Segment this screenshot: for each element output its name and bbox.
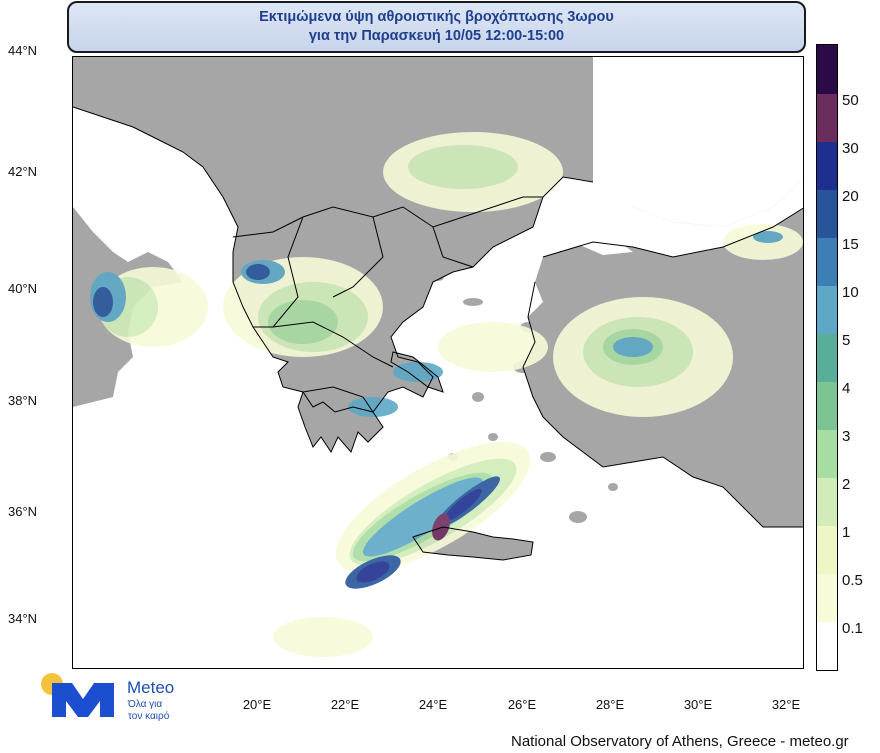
rainfall-map [72,56,804,669]
colorbar-segment [817,45,837,94]
colorbar-segment [817,478,837,526]
inland-seas [573,57,803,255]
rainfall-shading [90,132,803,657]
map-canvas [73,57,803,657]
colorbar-label: 20 [842,188,859,205]
logo-tagline: Όλα για τον καιρό [128,699,169,723]
lat-label-38: 38°N [8,393,38,408]
colorbar-segment [817,526,837,574]
footer-credit: National Observatory of Athens, Greece -… [511,733,849,750]
logo-tagline-line2: τον καιρό [128,711,170,722]
lat-label-36: 36°N [8,504,38,519]
colorbar-segment [817,622,837,670]
colorbar-segment [817,286,837,334]
lat-label-40: 40°N [8,281,38,296]
colorbar-segment [817,142,837,190]
colorbar-segment [817,574,837,622]
lon-label-20: 20°E [242,697,272,712]
lon-label-28: 28°E [595,697,625,712]
logo-word: Meteo [127,678,175,697]
colorbar-label: 0.5 [842,572,863,589]
lon-label-26: 26°E [507,697,537,712]
colorbar-label: 5 [842,332,851,349]
lon-label-30: 30°E [683,697,713,712]
lon-label-24: 24°E [418,697,448,712]
lat-label-34: 34°N [8,611,38,626]
country-borders [73,106,803,561]
map-title-line2: για την Παρασκευή 10/05 12:00-15:00 [308,28,565,44]
colorbar-segment [817,334,837,382]
colorbar-label: 2 [842,476,851,493]
colorbar-label: 50 [842,92,859,109]
colorbar-segment [817,382,837,430]
rainfall-colorbar [816,44,838,671]
lon-label-32: 32°E [771,697,801,712]
colorbar-segment [817,238,837,286]
colorbar-segment [817,94,837,142]
map-title-line1: Εκτιμώμενα ύψη αθροιστικής βροχόπτωσης 3… [259,9,614,25]
lon-label-22: 22°E [330,697,360,712]
colorbar-label: 1 [842,524,851,541]
colorbar-segment [817,430,837,478]
colorbar-label: 4 [842,380,851,397]
logo-tagline-line1: Όλα για [128,699,163,710]
map-title: Εκτιμώμενα ύψη αθροιστικής βροχόπτωσης 3… [67,1,806,53]
lat-label-42: 42°N [8,164,38,179]
colorbar-segment [817,190,837,238]
colorbar-label: 15 [842,236,859,253]
colorbar-label: 10 [842,284,859,301]
meteo-logo-icon [38,669,188,725]
colorbar-label: 3 [842,428,851,445]
lat-label-44: 44°N [8,43,38,58]
colorbar-label: 30 [842,140,859,157]
colorbar-label: 0.1 [842,620,863,637]
